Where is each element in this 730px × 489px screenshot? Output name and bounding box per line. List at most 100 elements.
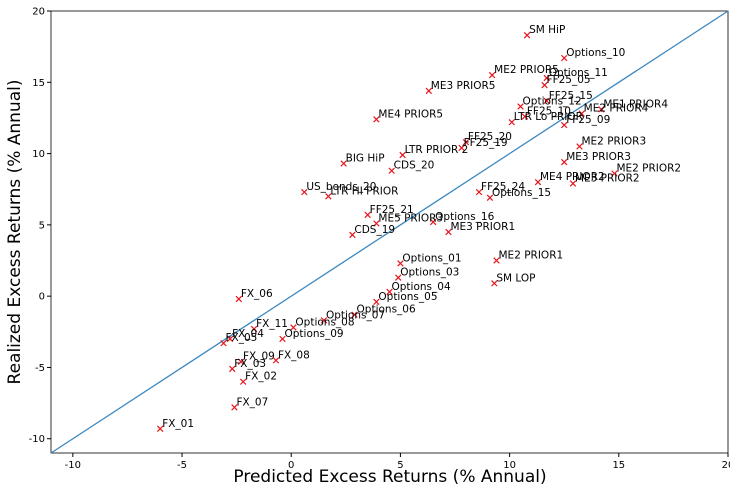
marker (486, 194, 494, 202)
point-label: FX_11 (256, 318, 288, 330)
x-tick-label: 10 (503, 460, 516, 471)
marker (373, 116, 380, 123)
marker (488, 71, 496, 79)
x-tick-label: 5 (397, 460, 403, 471)
marker (475, 188, 483, 196)
point-label: ME3 PRIOR1 (450, 221, 515, 233)
point-label: Options_11 (549, 67, 608, 79)
marker (523, 32, 531, 39)
point-label: ME2 PRIOR2 (616, 163, 681, 175)
point-label: FX_08 (278, 349, 310, 361)
point-label: ME3 PRIOR3 (566, 151, 631, 163)
marker (235, 295, 243, 303)
point-label: CDS_20 (394, 160, 435, 172)
point-label: FX_03 (234, 358, 266, 370)
x-tick-label: -10 (65, 460, 81, 471)
point-label: ME3 PRIOR2 (575, 173, 640, 185)
marker (517, 103, 524, 110)
point-label: FX_04 (232, 328, 264, 340)
point-label: FX_09 (243, 351, 275, 363)
marker (386, 288, 393, 296)
y-tick-label: 15 (32, 78, 45, 89)
marker (425, 87, 433, 95)
x-tick-label: 0 (288, 460, 294, 471)
point-label: LTR PRIOR 2 (405, 144, 469, 156)
marker (462, 138, 470, 146)
marker (290, 324, 297, 331)
point-label: ME3 PRIOR5 (431, 80, 496, 92)
point-label: Options_08 (295, 317, 354, 329)
marker (543, 74, 550, 82)
marker (231, 404, 238, 411)
point-label: FF25_20 (468, 131, 512, 143)
marker (399, 151, 406, 159)
marker (598, 106, 605, 113)
marker (397, 260, 404, 267)
point-label: Options_05 (378, 291, 437, 303)
marker (569, 180, 577, 187)
marker (508, 118, 516, 126)
y-tick-label: -5 (35, 363, 45, 374)
marker (493, 257, 500, 264)
marker (325, 193, 332, 200)
marker (237, 358, 245, 365)
x-tick-label: 15 (612, 460, 625, 471)
point-label: Options_03 (400, 267, 459, 279)
marker (388, 167, 395, 174)
marker (429, 218, 437, 226)
point-label: ME2 PRIOR5 (494, 64, 559, 76)
marker (491, 280, 498, 287)
point-label: FX_06 (241, 288, 273, 300)
marker (229, 365, 236, 373)
x-tick-label: -5 (177, 460, 187, 471)
point-label: ME2 PRIOR1 (499, 250, 564, 262)
marker (351, 311, 358, 318)
point-label: Options_10 (566, 47, 625, 59)
point-label: Options_12 (523, 96, 582, 108)
marker (301, 188, 308, 196)
marker (534, 178, 542, 186)
point-label: ME4 PRIOR5 (378, 108, 443, 120)
point-label: Options_07 (326, 309, 385, 321)
point-label: FX_05 (226, 332, 258, 344)
point-label: FF25_21 (370, 204, 414, 216)
marker (220, 339, 227, 347)
point-label: FF25_10 (527, 106, 571, 118)
marker (226, 335, 234, 343)
marker (560, 54, 568, 62)
marker (349, 231, 356, 239)
point-label: FF25_24 (481, 181, 525, 193)
plot-frame (50, 10, 729, 454)
marker (373, 220, 380, 227)
marker (521, 113, 529, 120)
marker (364, 211, 371, 219)
marker (445, 228, 452, 236)
point-label: Options_06 (357, 304, 416, 316)
x-tick-label: 20 (722, 460, 730, 471)
y-tick-label: 5 (39, 220, 45, 231)
marker (458, 144, 465, 152)
marker (373, 298, 380, 306)
point-label: SM HiP (529, 24, 565, 36)
marker (320, 317, 328, 324)
point-label: US_bonds_20 (306, 181, 376, 193)
marker (578, 110, 585, 117)
marker (560, 121, 568, 129)
point-label: ME1 PRIOR4 (603, 98, 668, 110)
point-label: ME5 PRIOR3 (378, 212, 443, 224)
point-label: Options_16 (435, 211, 494, 223)
marker (576, 143, 583, 150)
marker (250, 325, 258, 333)
marker (239, 378, 247, 385)
marker (279, 335, 286, 343)
y-tick-label: 20 (32, 7, 45, 18)
marker (340, 160, 347, 167)
marker (611, 170, 618, 177)
marker (543, 97, 550, 105)
point-label: BIG HiP (346, 153, 385, 165)
point-label: ME2 PRIOR4 (584, 103, 649, 115)
marker (272, 357, 280, 364)
point-label: Options_15 (492, 187, 551, 199)
